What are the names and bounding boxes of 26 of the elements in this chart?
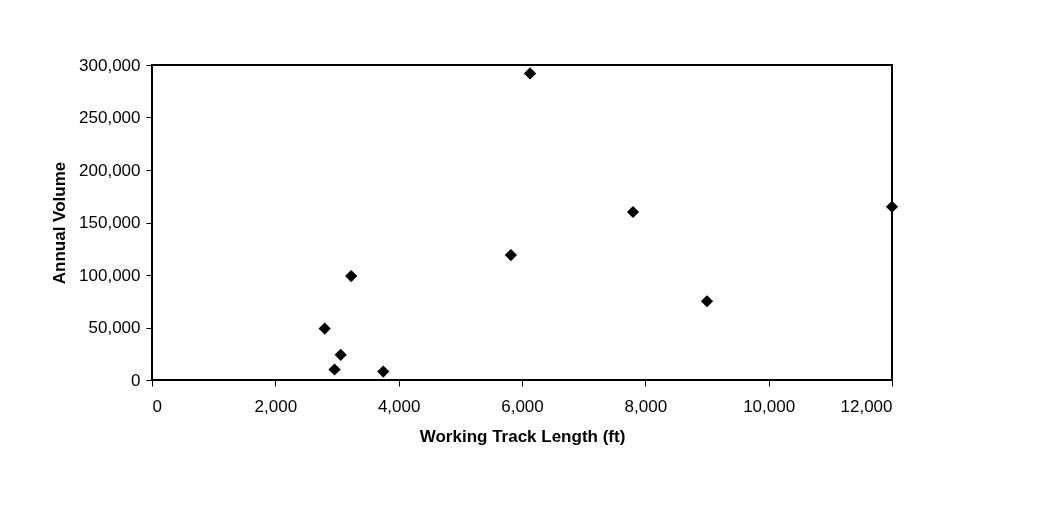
point [523, 67, 537, 80]
x-tick-label: 12,000 [840, 396, 893, 416]
y-tick-label: 100,000 [79, 265, 141, 285]
point [345, 269, 358, 283]
y-tick-label: 50,000 [88, 318, 141, 337]
x-tick-label: 0 [152, 396, 162, 416]
x-tick-label: 8,000 [624, 396, 668, 416]
x-tick-label: 4,000 [377, 396, 421, 416]
y-axis-title: Annual Volume [50, 161, 70, 285]
point [318, 322, 331, 335]
point [626, 205, 640, 219]
y-tick-label: 150,000 [79, 213, 141, 232]
y-tick-label: 250,000 [79, 108, 141, 127]
x-tick-label: 10,000 [743, 396, 796, 416]
point [885, 200, 899, 213]
point [377, 365, 390, 378]
x-tick-label: 2,000 [254, 396, 298, 416]
point [328, 363, 341, 376]
x-tick-label: 6,000 [501, 396, 544, 416]
y-tick-label: 300,000 [79, 55, 141, 75]
x-axis-title: Working Track Length (ft) [419, 426, 626, 446]
y-tick-label: 200,000 [79, 160, 141, 180]
y-tick-label: 0 [131, 370, 141, 390]
point [504, 248, 518, 262]
point [334, 348, 347, 361]
point [700, 295, 714, 308]
